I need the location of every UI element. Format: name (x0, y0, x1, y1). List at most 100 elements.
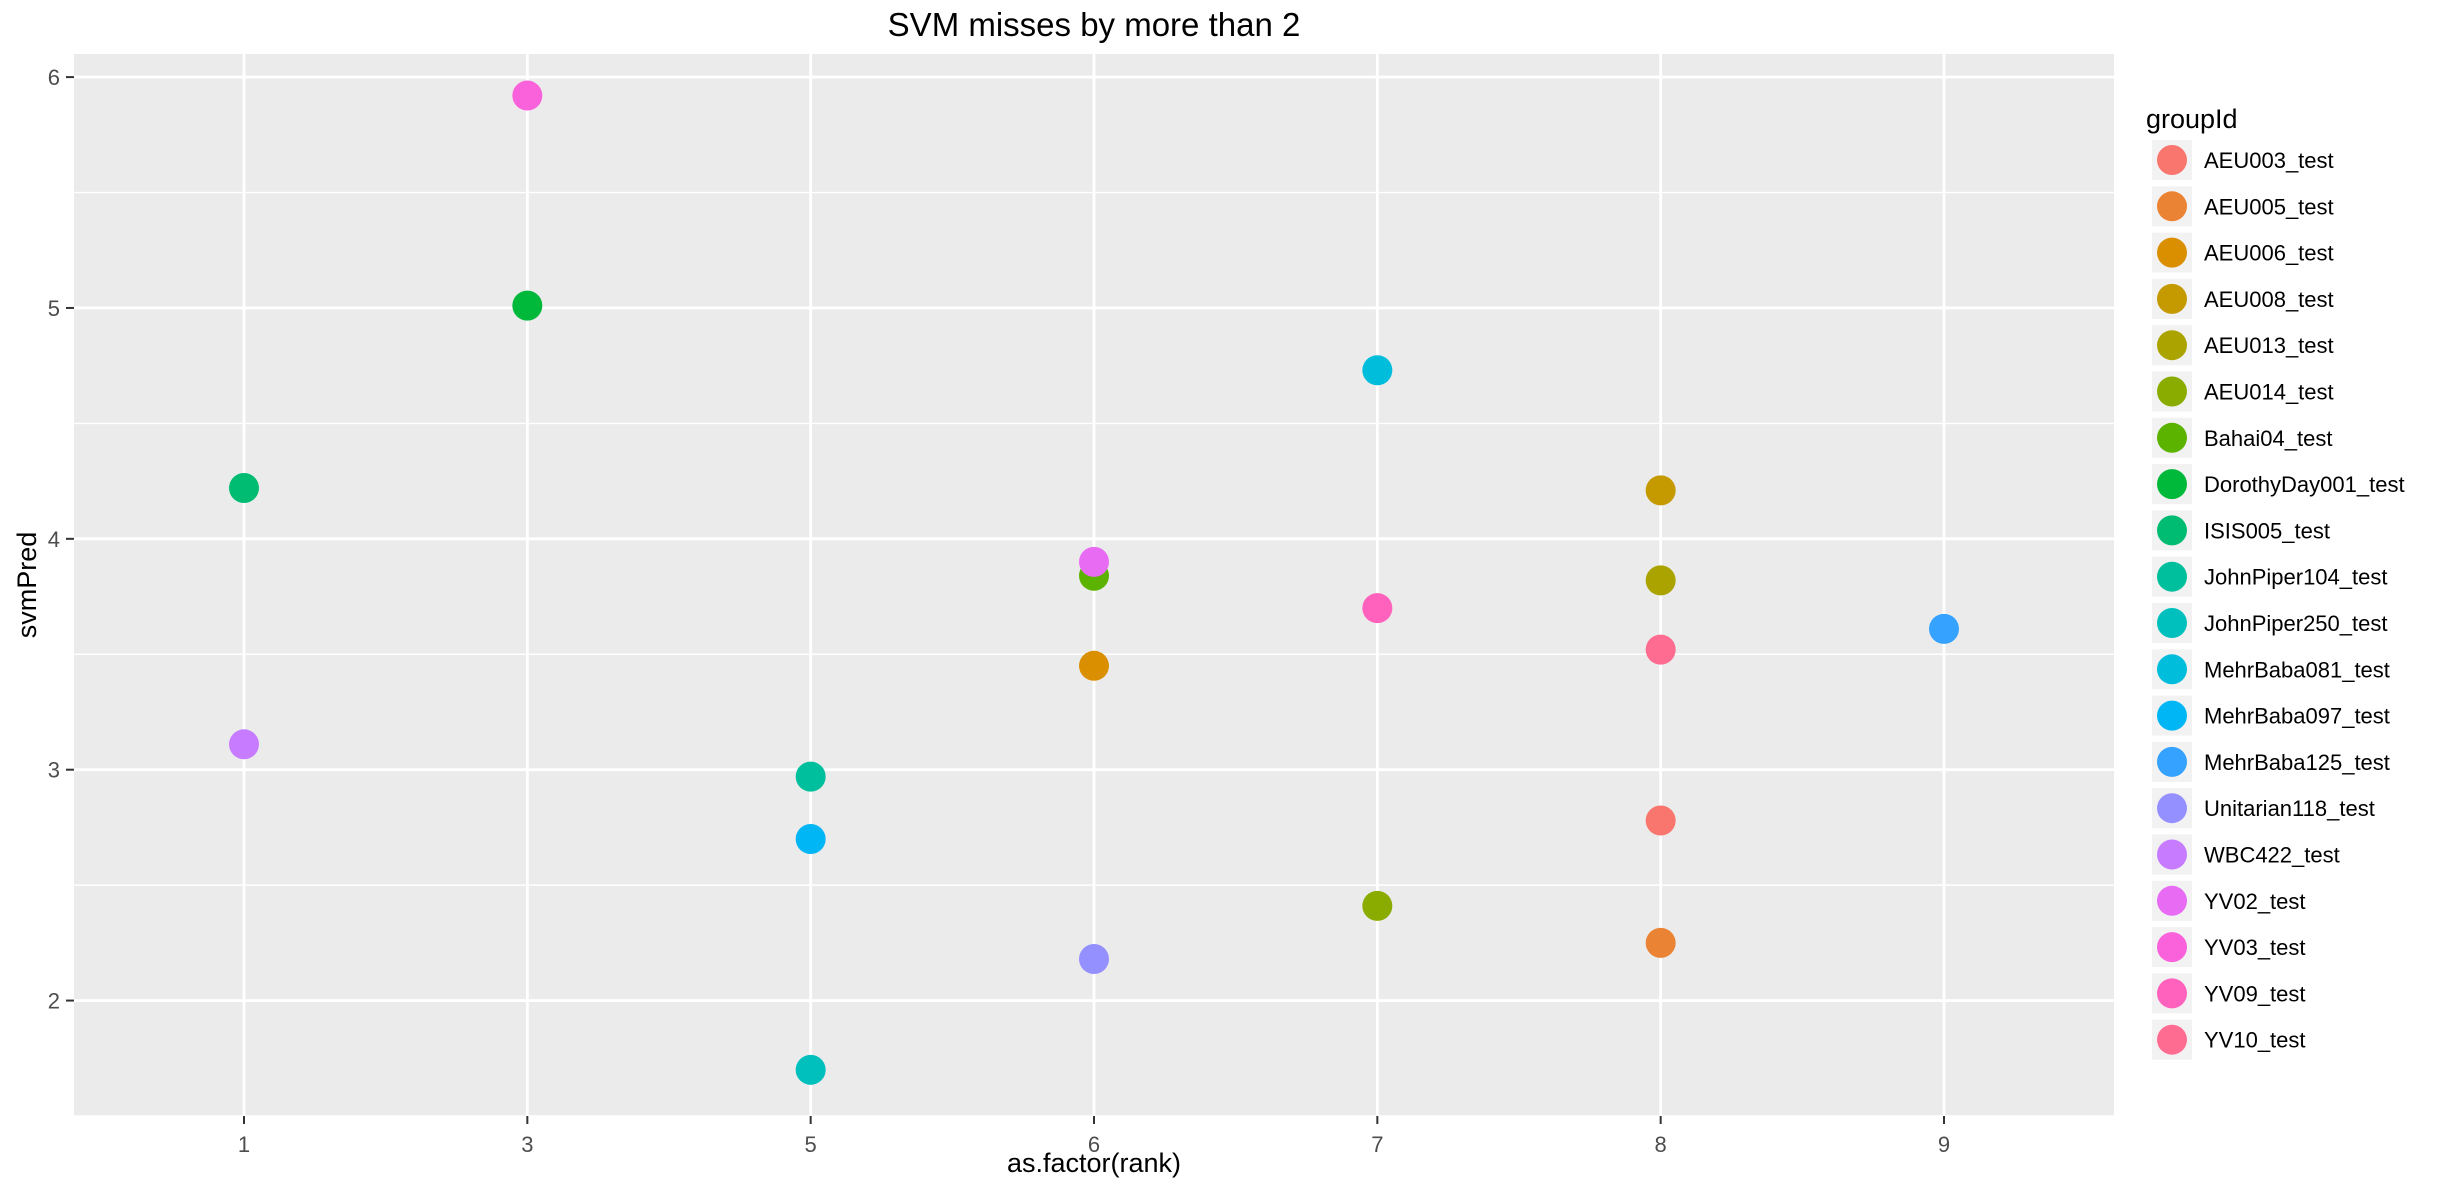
legend-label: JohnPiper250_test (2204, 611, 2387, 636)
data-point (229, 473, 259, 504)
legend: groupId AEU003_test AEU005_test AEU006_tes… (2146, 104, 2405, 1060)
legend-title: groupId (2146, 104, 2238, 134)
legend-swatch (2157, 469, 2187, 500)
legend-item: YV10_test (2152, 1019, 2306, 1060)
legend-item: AEU005_test (2152, 186, 2334, 227)
legend-label: YV03_test (2204, 935, 2306, 960)
legend-label: MehrBaba081_test (2204, 657, 2390, 682)
data-point (512, 80, 543, 111)
data-point (795, 1054, 826, 1085)
data-point (1362, 355, 1393, 386)
legend-item: AEU014_test (2152, 371, 2334, 412)
legend-label: WBC422_test (2204, 843, 2340, 868)
legend-item: MehrBaba125_test (2152, 741, 2390, 782)
legend-label: AEU003_test (2204, 148, 2334, 173)
legend-item: AEU008_test (2152, 278, 2334, 319)
y-tick-label: 4 (48, 527, 60, 552)
legend-label: JohnPiper104_test (2204, 565, 2387, 590)
data-point (1645, 565, 1676, 596)
data-point (1362, 890, 1393, 921)
data-point (1079, 944, 1109, 975)
legend-item: YV03_test (2152, 927, 2306, 968)
data-point (1362, 593, 1393, 624)
x-tick-label: 8 (1655, 1132, 1667, 1157)
legend-label: Unitarian118_test (2204, 796, 2375, 821)
legend-swatch (2157, 330, 2187, 361)
x-tick-label: 7 (1371, 1132, 1383, 1157)
legend-label: AEU008_test (2204, 287, 2334, 312)
legend-label: AEU014_test (2204, 380, 2334, 405)
legend-items: AEU003_test AEU005_test AEU006_test AEU008_… (2152, 140, 2405, 1060)
legend-swatch (2157, 932, 2187, 963)
legend-swatch (2157, 608, 2187, 638)
legend-item: Unitarian118_test (2152, 788, 2375, 829)
legend-label: AEU006_test (2204, 241, 2334, 266)
legend-label: Bahai04_test (2204, 426, 2332, 451)
legend-swatch (2157, 700, 2187, 731)
legend-item: YV02_test (2152, 880, 2306, 921)
legend-swatch (2157, 978, 2187, 1009)
y-tick-label: 3 (48, 758, 60, 783)
legend-label: YV02_test (2204, 889, 2306, 914)
legend-item: JohnPiper104_test (2152, 556, 2387, 597)
data-point (795, 823, 826, 854)
legend-label: MehrBaba125_test (2204, 750, 2390, 775)
legend-swatch (2157, 145, 2187, 175)
x-tick-label: 3 (521, 1132, 533, 1157)
data-point (795, 761, 826, 792)
data-point (1645, 805, 1676, 836)
legend-item: AEU013_test (2152, 325, 2334, 366)
data-point (1645, 475, 1676, 506)
data-point (1645, 634, 1676, 665)
legend-item: WBC422_test (2152, 834, 2340, 875)
legend-item: AEU003_test (2152, 140, 2334, 180)
y-tick-label: 5 (48, 296, 60, 321)
x-tick-label: 9 (1938, 1132, 1950, 1157)
legend-label: YV09_test (2204, 981, 2306, 1006)
data-point (1929, 613, 1959, 644)
legend-swatch (2157, 561, 2187, 592)
legend-label: AEU005_test (2204, 194, 2334, 219)
legend-swatch (2157, 839, 2187, 870)
legend-item: DorothyDay001_test (2152, 464, 2405, 505)
legend-swatch (2157, 515, 2187, 546)
legend-swatch (2157, 793, 2187, 824)
data-point (1079, 546, 1109, 577)
legend-swatch (2157, 746, 2187, 777)
legend-label: YV10_test (2204, 1028, 2306, 1053)
legend-item: MehrBaba097_test (2152, 695, 2390, 736)
y-axis-label: svmPred (12, 532, 42, 639)
legend-swatch (2157, 654, 2187, 685)
legend-swatch (2157, 376, 2187, 407)
legend-swatch (2157, 1024, 2187, 1055)
chart-title: SVM misses by more than 2 (888, 6, 1301, 43)
y-tick-label: 2 (48, 989, 60, 1014)
data-point (229, 729, 259, 760)
y-tick-label: 6 (48, 65, 60, 90)
data-point (512, 290, 543, 321)
legend-label: ISIS005_test (2204, 518, 2330, 543)
legend-item: ISIS005_test (2152, 510, 2330, 551)
legend-swatch (2157, 237, 2187, 268)
legend-item: AEU006_test (2152, 232, 2334, 273)
legend-label: MehrBaba097_test (2204, 704, 2390, 729)
y-axis: 2 3 4 5 6 (48, 65, 74, 1014)
legend-item: YV09_test (2152, 973, 2306, 1014)
x-tick-label: 6 (1088, 1132, 1100, 1157)
legend-item: MehrBaba081_test (2152, 649, 2390, 690)
legend-swatch (2157, 885, 2187, 916)
x-axis: 1 3 5 6 7 8 9 (238, 1116, 1950, 1157)
legend-label: AEU013_test (2204, 333, 2334, 358)
legend-item: Bahai04_test (2152, 417, 2332, 458)
legend-label: DorothyDay001_test (2204, 472, 2405, 497)
legend-swatch (2157, 283, 2187, 314)
data-points (229, 80, 1959, 1085)
x-tick-label: 1 (238, 1132, 250, 1157)
data-point (1079, 650, 1109, 681)
legend-swatch (2157, 422, 2187, 453)
legend-swatch (2157, 191, 2187, 222)
data-point (1645, 927, 1676, 958)
legend-item: JohnPiper250_test (2152, 603, 2387, 643)
